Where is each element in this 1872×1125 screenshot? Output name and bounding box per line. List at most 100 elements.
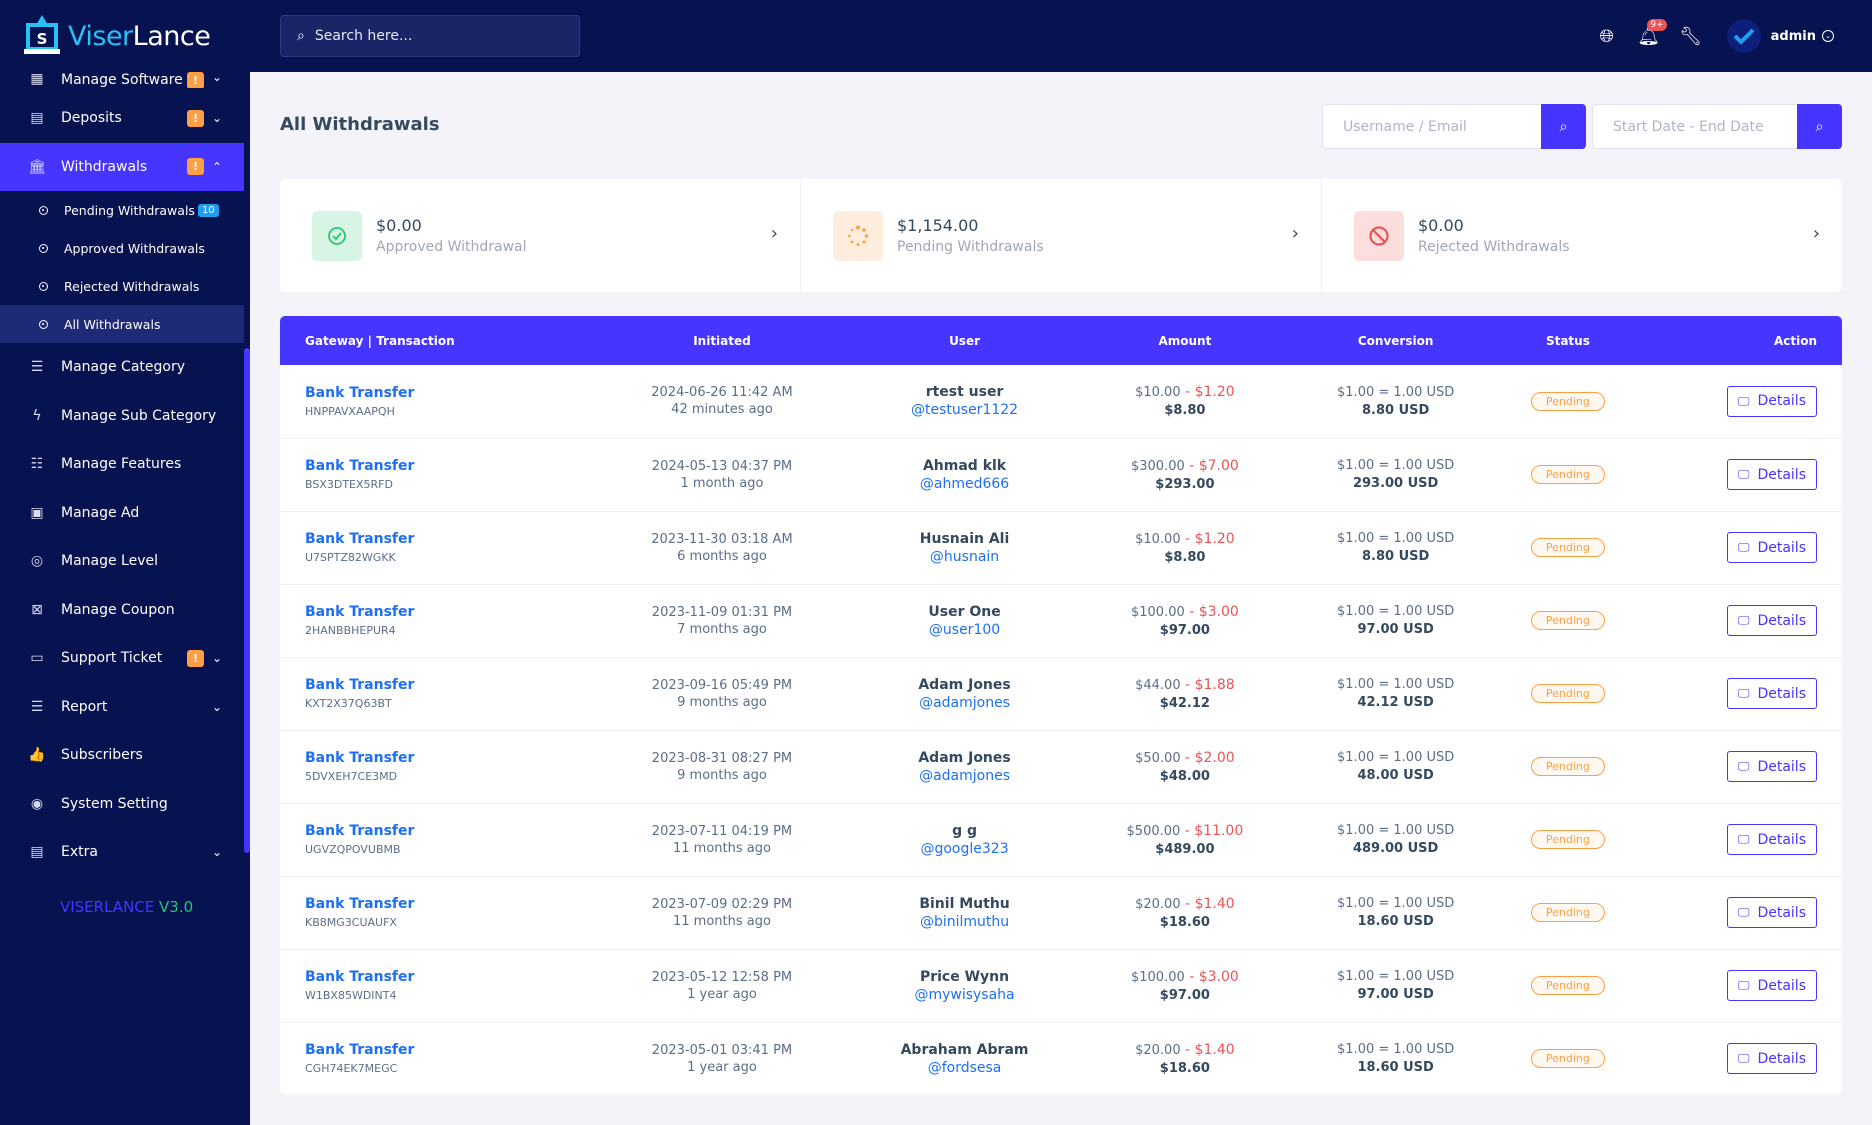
sidebar-item-manage-ad[interactable]: ▣ Manage Ad bbox=[0, 489, 244, 538]
details-button[interactable]: 🖵 Details bbox=[1726, 751, 1817, 782]
username-email-input[interactable] bbox=[1322, 104, 1541, 149]
user-search-button[interactable]: ⌕ bbox=[1541, 104, 1586, 149]
gateway-cell: Bank Transfer 5DVXEH7CE3MD bbox=[280, 730, 595, 803]
date-search-button[interactable]: ⌕ bbox=[1797, 104, 1842, 149]
sidebar-item-withdrawals[interactable]: 🏛 Withdrawals ! ⌃ bbox=[0, 142, 244, 191]
sidebar-subitem-label: Pending Withdrawals bbox=[64, 202, 195, 218]
sidebar-item-deposits[interactable]: ▤ Deposits ! ⌄ bbox=[0, 94, 244, 143]
sidebar-item-report[interactable]: ☰ Report ⌄ bbox=[0, 683, 244, 732]
chevron-right-icon: › bbox=[770, 223, 778, 244]
sidebar-item-manage-level[interactable]: ◎ Manage Level bbox=[0, 537, 244, 586]
details-button[interactable]: 🖵 Details bbox=[1726, 1043, 1817, 1075]
gateway-name: Bank Transfer bbox=[305, 384, 415, 401]
user-cell: Husnain Ali @husnain bbox=[849, 511, 1079, 584]
user-profile-link[interactable]: @mywisysaha bbox=[914, 986, 1015, 1003]
stat-rejected[interactable]: $0.00 Rejected Withdrawals › bbox=[1322, 179, 1842, 292]
warning-badge: ! bbox=[187, 109, 204, 127]
initiated-relative: 11 months ago bbox=[673, 840, 771, 856]
user-profile-link[interactable]: @google323 bbox=[920, 840, 1009, 857]
sidebar-subitem-all-withdrawals[interactable]: All Withdrawals bbox=[0, 305, 244, 343]
page-title: All Withdrawals bbox=[280, 114, 440, 135]
sidebar-subitem-rejected-withdrawals[interactable]: Rejected Withdrawals bbox=[0, 267, 244, 305]
coupon-icon: ⊠ bbox=[31, 601, 43, 618]
sidebar-subitem-approved-withdrawals[interactable]: Approved Withdrawals bbox=[0, 229, 244, 267]
stat-amount: $0.00 bbox=[1418, 216, 1464, 235]
transaction-id: 2HANBBHEPUR4 bbox=[305, 624, 396, 637]
details-label: Details bbox=[1757, 831, 1806, 848]
charge-separator: - bbox=[1180, 895, 1195, 912]
thumbs-up-icon: 👍 bbox=[28, 747, 46, 764]
initiated-cell: 2024-05-13 04:37 PM 1 month ago bbox=[595, 438, 850, 511]
sidebar-subitem-pending-withdrawals[interactable]: Pending Withdrawals 10 bbox=[0, 191, 244, 229]
sidebar-item-manage-category[interactable]: ☰ Manage Category bbox=[0, 343, 244, 392]
initiated-relative: 42 minutes ago bbox=[671, 402, 773, 418]
details-button[interactable]: 🖵 Details bbox=[1726, 385, 1817, 417]
user-profile-link[interactable]: @adamjones bbox=[919, 694, 1010, 711]
amount-cell: $300.00 - $7.00 $293.00 bbox=[1080, 438, 1290, 511]
status-badge: Pending bbox=[1530, 465, 1605, 484]
user-profile-link[interactable]: @testuser1122 bbox=[911, 402, 1019, 419]
status-badge: Pending bbox=[1530, 684, 1605, 703]
amount-cell: $100.00 - $3.00 $97.00 bbox=[1080, 584, 1290, 657]
user-profile-link[interactable]: @husnain bbox=[929, 548, 1000, 565]
status-cell: Pending bbox=[1501, 803, 1634, 876]
user-cell: Adam Jones @adamjones bbox=[849, 730, 1079, 803]
charge-separator: - bbox=[1184, 457, 1199, 474]
sidebar-item-manage-software[interactable]: ▦ Manage Software ! ⌄ bbox=[0, 70, 244, 88]
sidebar-item-subscribers[interactable]: 👍 Subscribers bbox=[0, 731, 244, 780]
version-prefix: VISERLANCE bbox=[60, 898, 155, 916]
wrench-icon[interactable]: 🔧︎ bbox=[1679, 25, 1703, 47]
status-badge: Pending bbox=[1530, 757, 1605, 776]
report-icon: ☰ bbox=[30, 698, 44, 715]
sidebar-item-system-setting[interactable]: ◉ System Setting bbox=[0, 780, 244, 829]
search-box[interactable]: ⌕ bbox=[280, 15, 580, 57]
details-button[interactable]: 🖵 Details bbox=[1726, 824, 1817, 855]
deposit-icon: ▤ bbox=[30, 110, 44, 127]
chevron-right-icon: › bbox=[1812, 223, 1820, 244]
user-profile-link[interactable]: @adamjones bbox=[919, 767, 1010, 784]
user-profile-link[interactable]: @binilmuthu bbox=[919, 913, 1010, 930]
search-input[interactable] bbox=[314, 28, 555, 44]
bank-icon: 🏛 bbox=[28, 158, 46, 175]
sidebar-item-extra[interactable]: ▤ Extra ⌄ bbox=[0, 828, 244, 877]
sidebar-item-manage-coupon[interactable]: ⊠ Manage Coupon bbox=[0, 586, 244, 635]
sidebar-item-manage-sub-category[interactable]: ϟ Manage Sub Category bbox=[0, 392, 244, 441]
user-fullname: Ahmad klk bbox=[922, 457, 1007, 474]
details-button[interactable]: 🖵 Details bbox=[1726, 459, 1817, 490]
conversion-cell: $1.00 = 1.00 USD 97.00 USD bbox=[1290, 949, 1501, 1022]
date-range-input[interactable] bbox=[1592, 104, 1797, 149]
admin-menu[interactable]: admin ⌄ bbox=[1726, 19, 1834, 53]
user-profile-link[interactable]: @user100 bbox=[928, 621, 1001, 638]
amount-cell: $10.00 - $1.20 $8.80 bbox=[1080, 511, 1290, 584]
gateway-name: Bank Transfer bbox=[305, 823, 415, 839]
initiated-cell: 2023-07-09 02:29 PM 11 months ago bbox=[595, 876, 850, 949]
topbar-actions: 🌐︎ 🔔︎ 9+ 🔧︎ admin ⌄ bbox=[1595, 0, 1872, 72]
globe-icon[interactable]: 🌐︎ bbox=[1599, 25, 1614, 47]
stat-approved[interactable]: $0.00 Approved Withdrawal › bbox=[280, 179, 801, 292]
charge-separator: - bbox=[1180, 1041, 1195, 1058]
brand-logo[interactable]: S ViserLance bbox=[0, 0, 250, 72]
status-badge: Pending bbox=[1530, 391, 1605, 411]
sidebar-item-support-ticket[interactable]: ▭ Support Ticket ! ⌄ bbox=[0, 634, 244, 683]
initiated-date: 2023-05-01 03:41 PM bbox=[651, 1042, 793, 1058]
sidebar-item-manage-features[interactable]: ☷ Manage Features bbox=[0, 440, 244, 489]
sidebar-item-label: Manage Ad bbox=[61, 504, 140, 521]
details-button[interactable]: 🖵 Details bbox=[1726, 678, 1817, 709]
converted-amount: 18.60 USD bbox=[1357, 1060, 1434, 1076]
bullet-icon bbox=[39, 243, 48, 253]
status-cell: Pending bbox=[1501, 657, 1634, 730]
user-profile-link[interactable]: @ahmed666 bbox=[919, 475, 1010, 492]
bell-icon[interactable]: 🔔︎ 9+ bbox=[1637, 19, 1667, 48]
details-button[interactable]: 🖵 Details bbox=[1726, 897, 1817, 928]
details-button[interactable]: 🖵 Details bbox=[1726, 532, 1817, 563]
details-button[interactable]: 🖵 Details bbox=[1726, 970, 1817, 1001]
version-number: V3.0 bbox=[159, 898, 194, 916]
gateway-cell: Bank Transfer UGVZQPOVUBMB bbox=[280, 803, 595, 876]
chevron-down-icon: ⌄ bbox=[212, 699, 223, 714]
details-button[interactable]: 🖵 Details bbox=[1726, 605, 1817, 636]
sidebar-scrollbar[interactable] bbox=[244, 348, 250, 853]
gateway-name: Bank Transfer bbox=[305, 969, 415, 985]
gateway-cell: Bank Transfer U7SPTZ82WGKK bbox=[280, 511, 595, 584]
stat-pending[interactable]: $1,154.00 Pending Withdrawals › bbox=[801, 179, 1322, 292]
user-profile-link[interactable]: @fordsesa bbox=[927, 1059, 1002, 1076]
